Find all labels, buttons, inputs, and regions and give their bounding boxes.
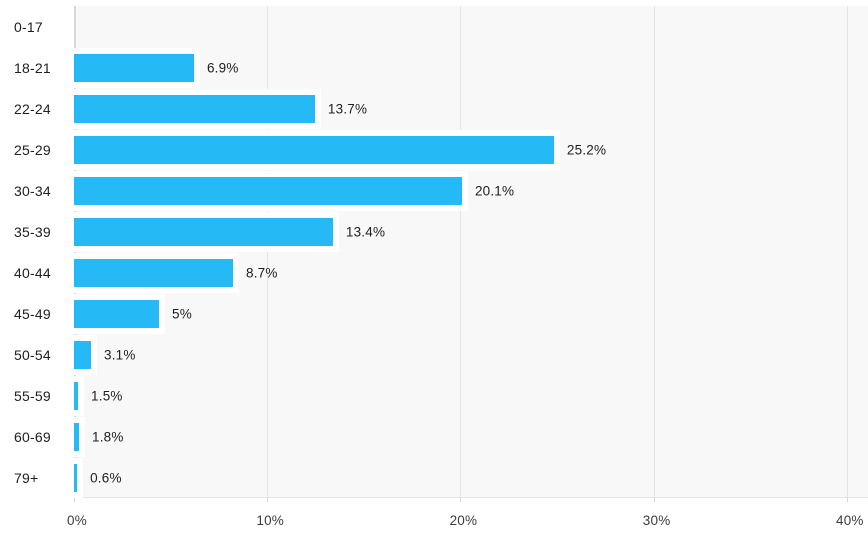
bar[interactable] [74, 416, 86, 457]
x-tick-label: 30% [642, 513, 671, 528]
bar[interactable] [74, 170, 468, 211]
category-label: 0-17 [14, 18, 43, 35]
x-tick-mark [846, 498, 848, 502]
value-label: 6.9% [206, 60, 239, 75]
value-label: 25.2% [566, 142, 607, 157]
bar[interactable] [74, 457, 84, 498]
gridline [653, 6, 655, 497]
category-label: 18-21 [14, 59, 51, 76]
bar[interactable] [74, 252, 239, 293]
x-tick-mark [460, 498, 462, 502]
gridline [846, 6, 848, 497]
category-label: 60-69 [14, 428, 51, 445]
bar[interactable] [74, 88, 321, 129]
gridline [267, 6, 269, 497]
bar[interactable] [74, 375, 85, 416]
category-label: 55-59 [14, 387, 51, 404]
value-label: 20.1% [474, 183, 515, 198]
value-label: 13.4% [345, 224, 386, 239]
y-axis-line [74, 6, 76, 497]
x-tick-mark [267, 498, 269, 502]
bar[interactable] [74, 211, 339, 252]
x-tick-mark [653, 498, 655, 502]
category-label: 79+ [14, 469, 39, 486]
value-label: 0.6% [90, 470, 122, 485]
category-label: 50-54 [14, 346, 51, 363]
category-label: 40-44 [14, 264, 51, 281]
bar[interactable] [74, 293, 165, 334]
x-tick-label: 0% [67, 513, 87, 528]
value-label: 13.7% [327, 101, 368, 116]
value-label: 3.1% [104, 347, 136, 362]
value-label: 1.8% [92, 429, 124, 444]
x-tick-label: 40% [835, 513, 864, 528]
x-tick-label: 20% [449, 513, 478, 528]
category-label: 22-24 [14, 100, 51, 117]
category-label: 45-49 [14, 305, 51, 322]
gridline [460, 6, 462, 497]
value-label: 8.7% [246, 265, 278, 280]
bar[interactable] [74, 129, 560, 170]
value-label: 1.5% [91, 388, 123, 403]
category-label: 25-29 [14, 141, 51, 158]
category-label: 35-39 [14, 223, 51, 240]
plot-area [74, 6, 868, 498]
category-label: 30-34 [14, 182, 51, 199]
value-label: 5% [172, 306, 192, 321]
x-tick-label: 10% [256, 513, 284, 528]
bar[interactable] [74, 334, 97, 375]
bar[interactable] [74, 47, 200, 88]
x-tick-mark [74, 498, 75, 502]
